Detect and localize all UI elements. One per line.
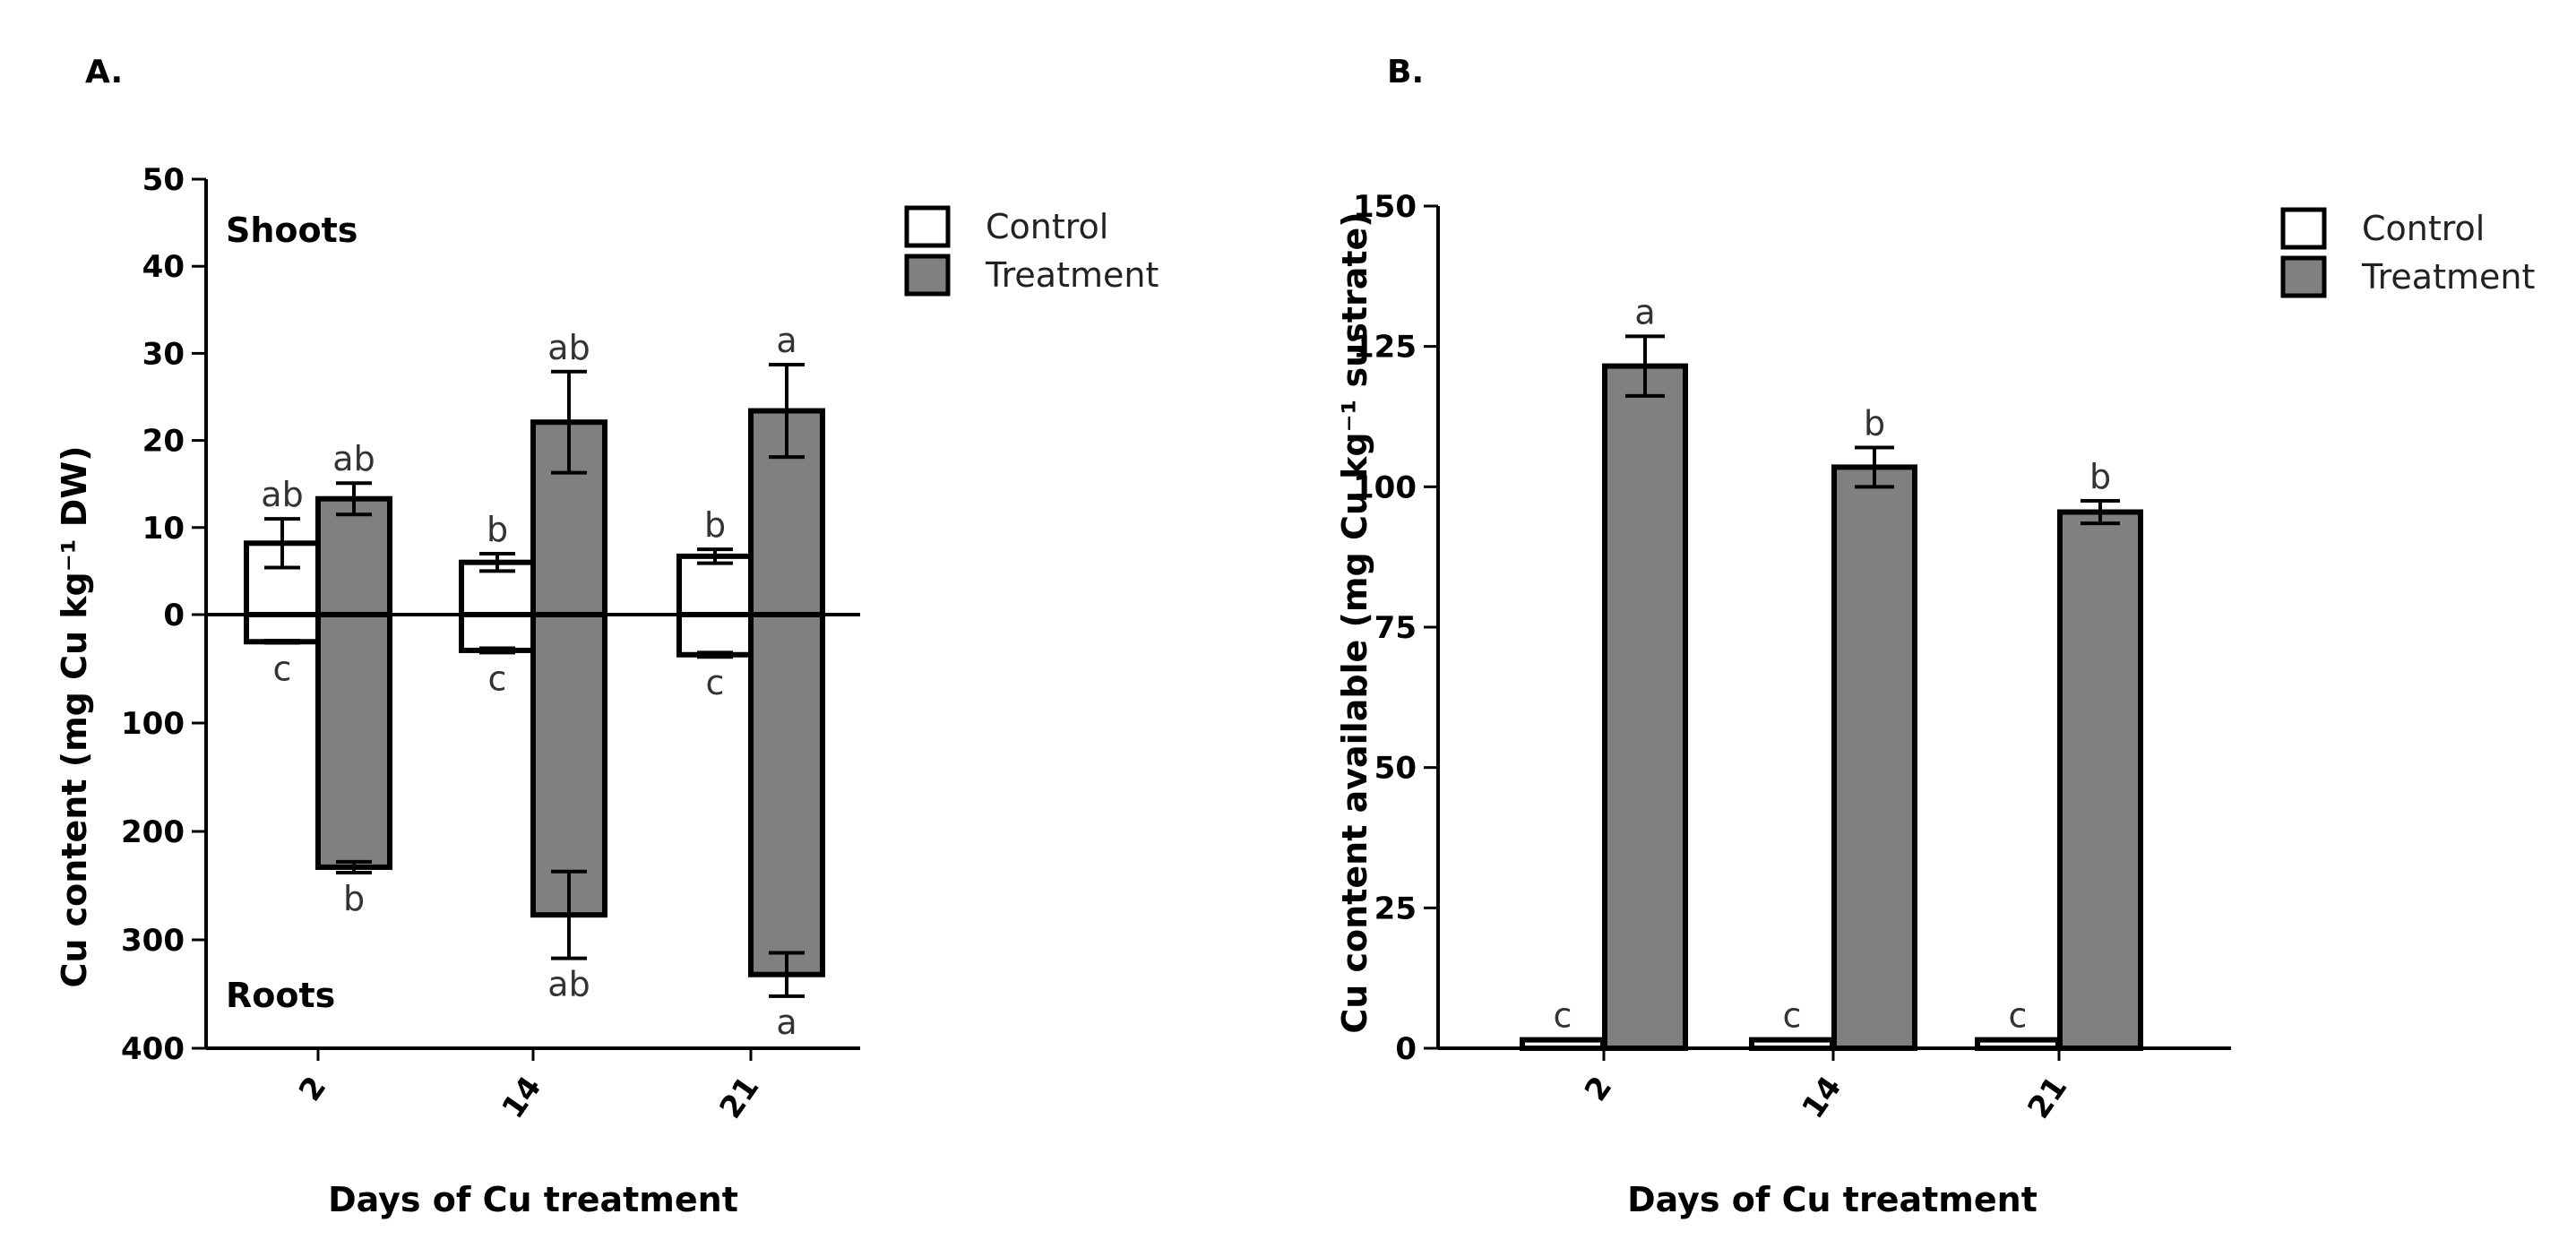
legend-label-control: Control <box>986 207 1108 246</box>
treatment-root-letter: ab <box>547 965 590 1004</box>
control-shoot-letter: ab <box>261 475 303 514</box>
legend-label-control: Control <box>2362 209 2485 248</box>
legend-label-treatment: Treatment <box>2361 257 2535 297</box>
y-tick-label: 0 <box>163 598 185 633</box>
control-root-bar <box>676 612 754 658</box>
panel-b-y-axis-title: Cu content available (mg Cu kg⁻¹ sustrat… <box>1335 211 1374 1033</box>
treatment-bar <box>1602 363 1688 1052</box>
y-tick-label: 400 <box>121 1031 185 1067</box>
legend-label-treatment: Treatment <box>985 255 1159 295</box>
y-tick-label: 30 <box>142 336 185 372</box>
control-root-bar <box>459 612 536 653</box>
panel-b-legend: Control Treatment <box>2280 207 2535 298</box>
treatment-root-bar <box>315 612 392 870</box>
panel-b-chart: B. Cu content available (mg Cu kg⁻¹ sust… <box>1335 54 2535 1219</box>
control-bar <box>1520 1037 1606 1051</box>
y-tick-label: 50 <box>142 162 185 198</box>
treatment-bar <box>2057 509 2143 1051</box>
y-tick-label: 50 <box>1374 751 1417 787</box>
panel-a-y-axis-title: Cu content (mg Cu kg⁻¹ DW) <box>55 445 94 987</box>
treatment-bar <box>1831 464 1917 1051</box>
x-tick-label: 14 <box>1795 1070 1848 1125</box>
shoots-label: Shoots <box>226 211 358 250</box>
control-letter: c <box>2009 996 2028 1036</box>
treatment-letter: b <box>2089 457 2111 496</box>
x-tick-label: 21 <box>712 1070 766 1125</box>
y-tick-label: 125 <box>1353 330 1417 366</box>
y-tick-label: 0 <box>1395 1031 1417 1067</box>
y-tick-label: 100 <box>121 706 185 742</box>
y-tick-label: 75 <box>1374 610 1417 646</box>
panel-a-legend: Control Treatment <box>904 205 1159 297</box>
legend-swatch-treatment <box>904 254 951 297</box>
control-root-letter: c <box>706 663 725 702</box>
legend-swatch-control <box>2280 207 2327 250</box>
treatment-shoot-letter: ab <box>332 439 375 478</box>
y-tick-label: 200 <box>121 814 185 850</box>
treatment-root-letter: b <box>343 879 365 918</box>
panel-b-bars: c c c a b b <box>1520 292 2143 1052</box>
y-tick-label: 150 <box>1353 189 1417 225</box>
control-shoot-letter: b <box>704 505 726 545</box>
treatment-root-letter: a <box>776 1003 797 1042</box>
control-root-bar <box>244 612 321 645</box>
y-tick-label: 20 <box>142 424 185 460</box>
control-bar <box>1975 1037 2061 1051</box>
x-tick-label: 14 <box>495 1070 548 1125</box>
y-tick-label: 25 <box>1374 891 1417 926</box>
x-tick-label: 2 <box>1578 1070 1619 1107</box>
control-shoot-letter: b <box>487 510 508 549</box>
panel-a-chart: A. Shoots Roots Cu content (mg Cu kg⁻¹ D… <box>55 54 1159 1219</box>
x-tick-label: 2 <box>292 1070 333 1107</box>
x-tick-label: 21 <box>2020 1070 2074 1125</box>
panel-a-label: A. <box>85 54 123 90</box>
roots-label: Roots <box>226 976 335 1015</box>
legend-swatch-control <box>904 205 951 248</box>
control-bar <box>1749 1037 1835 1051</box>
y-tick-label: 40 <box>142 249 185 285</box>
y-tick-label: 100 <box>1353 469 1417 505</box>
legend-swatch-treatment <box>2280 255 2327 298</box>
y-tick-label: 300 <box>121 923 185 959</box>
control-root-letter: c <box>273 649 292 688</box>
treatment-shoot-letter: a <box>776 321 797 360</box>
treatment-root-bar <box>748 612 825 977</box>
treatment-shoot-letter: ab <box>547 328 590 367</box>
treatment-letter: b <box>1864 403 1885 443</box>
panel-a-x-axis-title: Days of Cu treatment <box>328 1180 738 1219</box>
treatment-letter: a <box>1634 292 1655 331</box>
control-letter: c <box>1554 996 1572 1036</box>
panel-b-x-axis-title: Days of Cu treatment <box>1627 1180 2038 1219</box>
panel-b-label: B. <box>1387 54 1424 90</box>
control-letter: c <box>1783 996 1802 1036</box>
control-root-letter: c <box>488 659 507 698</box>
y-tick-label: 10 <box>142 511 185 547</box>
